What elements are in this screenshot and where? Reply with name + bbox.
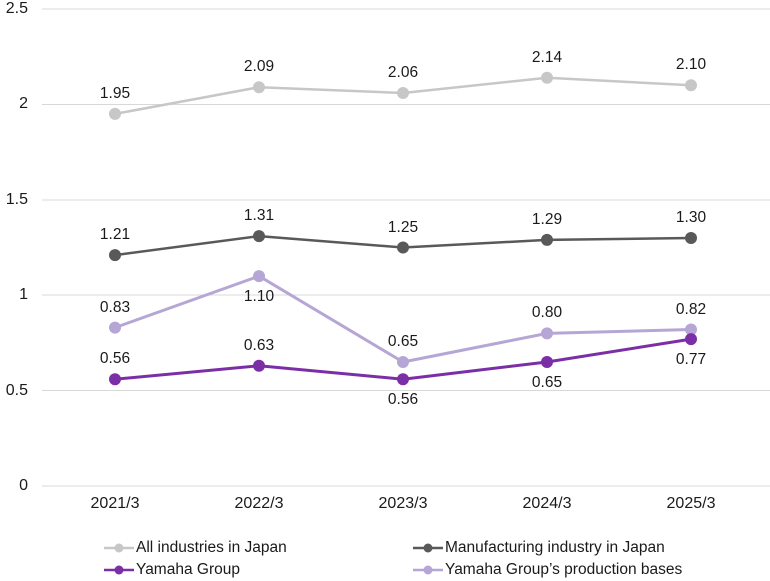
data-label-manufacturing-industry-in-japan: 1.25 (387, 218, 419, 236)
data-label-manufacturing-industry-in-japan: 1.31 (243, 207, 275, 225)
data-point-all-industries-in-japan (109, 107, 121, 120)
legend-label: Yamaha Group (136, 561, 240, 578)
data-point-yamaha-group (253, 359, 265, 372)
legend-item-yamaha-group-s-production-bases: Yamaha Group’s production bases (413, 559, 682, 581)
x-tick-label: 2023/3 (378, 495, 428, 512)
legend-line-dot-icon (413, 565, 443, 575)
data-label-yamaha-group-s-production-bases: 0.65 (387, 333, 419, 350)
data-point-yamaha-group (397, 373, 409, 386)
data-label-yamaha-group-s-production-bases: 0.83 (99, 298, 131, 316)
data-point-all-industries-in-japan (397, 87, 409, 99)
y-tick-label: 1 (19, 286, 28, 304)
data-label-all-industries-in-japan: 1.95 (99, 84, 131, 102)
data-point-manufacturing-industry-in-japan (685, 232, 697, 244)
y-tick-label: 0 (19, 477, 28, 494)
legend-label: Manufacturing industry in Japan (445, 539, 665, 556)
data-label-yamaha-group: 0.65 (531, 374, 563, 391)
data-point-manufacturing-industry-in-japan (109, 249, 121, 262)
data-label-manufacturing-industry-in-japan: 1.29 (531, 210, 563, 228)
data-point-yamaha-group-s-production-bases (397, 356, 409, 368)
x-tick-label: 2025/3 (666, 495, 716, 512)
data-point-manufacturing-industry-in-japan (397, 241, 409, 254)
data-point-manufacturing-industry-in-japan (253, 230, 265, 243)
data-point-all-industries-in-japan (253, 81, 265, 94)
y-tick-label: 1.5 (5, 190, 28, 208)
y-tick-label: 2 (19, 95, 28, 113)
legend-label: Yamaha Group’s production bases (445, 561, 683, 578)
legend-line-dot-icon (413, 543, 443, 553)
data-label-yamaha-group: 0.56 (387, 391, 419, 409)
data-point-all-industries-in-japan (541, 71, 553, 84)
x-tick-label: 2022/3 (234, 495, 284, 512)
x-tick-label: 2021/3 (90, 495, 140, 512)
data-label-all-industries-in-japan: 2.10 (675, 56, 707, 74)
data-label-all-industries-in-japan: 2.06 (387, 64, 419, 81)
data-label-all-industries-in-japan: 2.09 (243, 58, 275, 76)
legend-line-dot-icon (104, 543, 134, 553)
data-point-yamaha-group-s-production-bases (253, 270, 265, 283)
data-label-yamaha-group-s-production-bases: 1.10 (243, 288, 275, 306)
y-tick-label: 0.5 (5, 381, 28, 399)
data-point-yamaha-group-s-production-bases (541, 327, 553, 340)
data-label-manufacturing-industry-in-japan: 1.30 (675, 209, 707, 226)
legend-item-all-industries-in-japan: All industries in Japan (104, 537, 413, 559)
data-label-yamaha-group-s-production-bases: 0.80 (531, 304, 563, 322)
data-point-yamaha-group-s-production-bases (109, 321, 121, 334)
legend-label: All industries in Japan (136, 539, 287, 556)
data-label-yamaha-group: 0.77 (675, 351, 707, 369)
y-tick-label: 2.5 (5, 0, 28, 17)
data-point-manufacturing-industry-in-japan (541, 233, 553, 246)
data-point-yamaha-group (109, 373, 121, 386)
data-point-yamaha-group (541, 356, 553, 368)
legend-item-manufacturing-industry-in-japan: Manufacturing industry in Japan (413, 537, 682, 559)
data-point-yamaha-group (685, 333, 697, 346)
data-label-all-industries-in-japan: 2.14 (531, 48, 563, 66)
data-label-yamaha-group-s-production-bases: 0.82 (675, 300, 707, 318)
data-label-yamaha-group: 0.63 (243, 336, 275, 354)
data-label-manufacturing-industry-in-japan: 1.21 (99, 226, 131, 244)
data-point-all-industries-in-japan (685, 79, 697, 92)
x-tick-label: 2024/3 (522, 495, 572, 512)
legend-line-dot-icon (104, 565, 134, 575)
data-label-yamaha-group: 0.56 (99, 350, 131, 368)
legend: All industries in Japan Manufacturing ind… (104, 537, 682, 581)
data-point-yamaha-group-s-production-bases (685, 323, 697, 336)
legend-item-yamaha-group: Yamaha Group (104, 559, 413, 581)
